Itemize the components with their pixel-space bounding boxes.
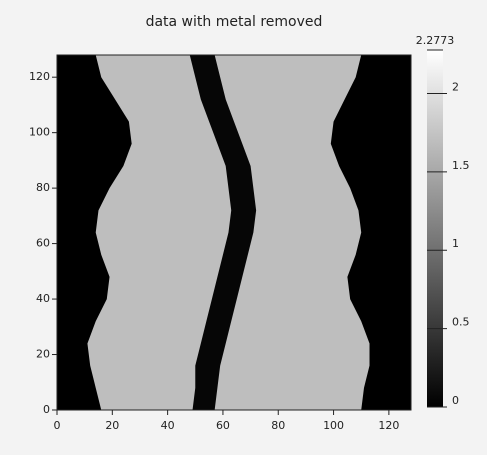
plot-frame	[56, 54, 412, 411]
colorbar	[427, 50, 443, 407]
chart-title: data with metal removed	[146, 14, 323, 30]
y-tick-label: 60	[36, 237, 50, 250]
y-tick-label: 40	[36, 292, 50, 305]
metal-region	[189, 55, 257, 410]
colorbar-max-label: 2.2773	[416, 34, 455, 47]
x-tick-label: 100	[323, 419, 344, 432]
colorbar-tick-label: 0	[452, 394, 459, 407]
x-tick-label: 120	[378, 419, 399, 432]
y-tick-label: 20	[36, 348, 50, 361]
x-tick-label: 20	[105, 419, 119, 432]
x-tick-label: 80	[271, 419, 285, 432]
y-tick-label: 120	[29, 70, 50, 83]
y-tick-label: 80	[36, 181, 50, 194]
x-tick-label: 60	[216, 419, 230, 432]
colorbar-tick-label: 0.5	[452, 316, 470, 329]
y-tick-label: 0	[43, 403, 50, 416]
colorbar-tick-label: 1.5	[452, 159, 470, 172]
colorbar-tick-label: 1	[452, 237, 459, 250]
colorbar-tick-label: 2	[452, 80, 459, 93]
y-tick-label: 100	[29, 126, 50, 139]
x-tick-label: 0	[54, 419, 61, 432]
x-tick-label: 40	[161, 419, 175, 432]
